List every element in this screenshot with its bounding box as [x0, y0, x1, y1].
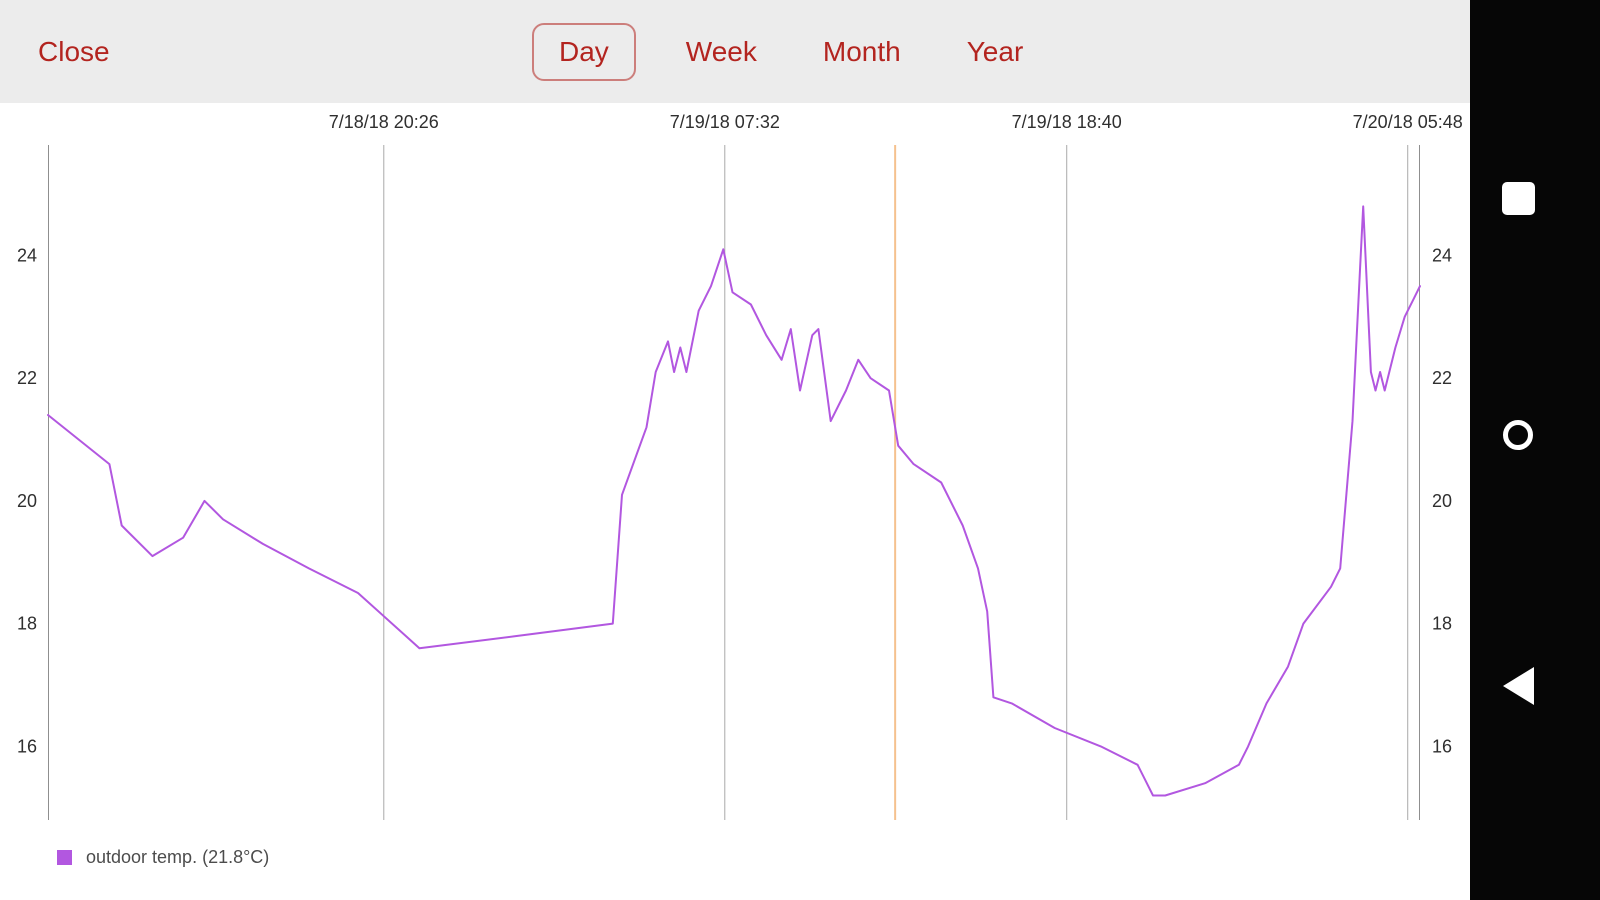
svg-text:20: 20 [1432, 491, 1452, 511]
legend-swatch [57, 850, 72, 865]
svg-text:16: 16 [1432, 736, 1452, 756]
svg-text:16: 16 [17, 736, 37, 756]
legend-label: outdoor temp. (21.8°C) [86, 847, 270, 867]
close-button[interactable]: Close [38, 0, 110, 103]
svg-text:18: 18 [17, 614, 37, 634]
svg-text:7/19/18 07:32: 7/19/18 07:32 [670, 112, 780, 132]
svg-text:20: 20 [17, 491, 37, 511]
tab-month[interactable]: Month [807, 36, 917, 68]
temperature-chart[interactable]: 7/18/18 20:26 7/19/18 07:32 7/19/18 18:40 7… [0, 103, 1470, 900]
back-triangle-icon [1502, 667, 1534, 705]
svg-text:18: 18 [1432, 614, 1452, 634]
svg-text:7/18/18 20:26: 7/18/18 20:26 [329, 112, 439, 132]
back-button[interactable] [1470, 667, 1566, 705]
tab-year[interactable]: Year [951, 36, 1040, 68]
svg-text:22: 22 [1432, 368, 1452, 388]
period-tabs: Day Week Month Year [532, 0, 1039, 103]
home-circle-icon [1503, 420, 1533, 450]
tab-day[interactable]: Day [532, 22, 636, 81]
chart-area: 7/18/18 20:26 7/19/18 07:32 7/19/18 18:40 7… [0, 103, 1470, 900]
svg-text:7/19/18 18:40: 7/19/18 18:40 [1012, 112, 1122, 132]
recents-square-icon [1501, 182, 1535, 215]
svg-text:7/20/18 05:48: 7/20/18 05:48 [1353, 112, 1463, 132]
recents-button[interactable] [1470, 182, 1566, 215]
tab-week[interactable]: Week [670, 36, 773, 68]
android-nav-bar [1470, 0, 1600, 900]
home-button[interactable] [1470, 420, 1566, 450]
top-bar: Close Day Week Month Year [0, 0, 1470, 103]
svg-text:22: 22 [17, 368, 37, 388]
svg-text:24: 24 [1432, 245, 1452, 265]
svg-text:24: 24 [17, 245, 37, 265]
chart-legend: outdoor temp. (21.8°C) [57, 847, 269, 868]
